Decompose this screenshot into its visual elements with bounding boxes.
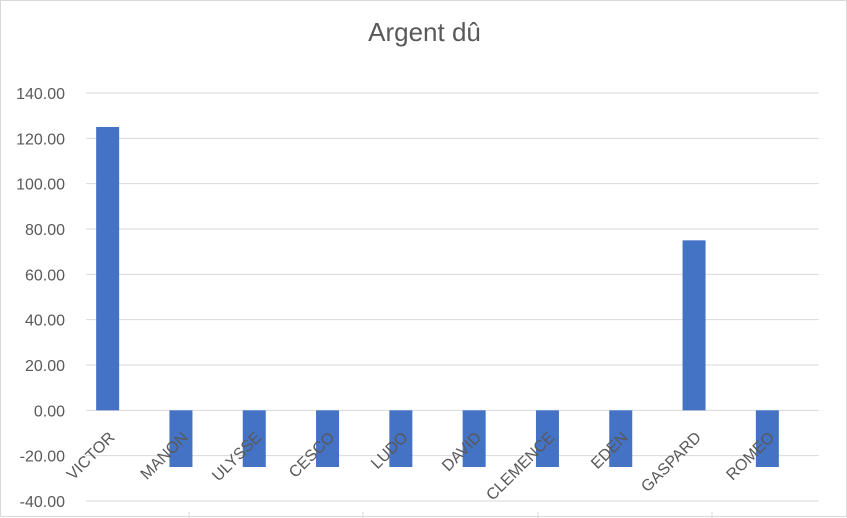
bar-gaspard bbox=[682, 240, 706, 411]
bar-victor bbox=[96, 127, 120, 411]
category-label-victor: VICTOR bbox=[64, 429, 119, 484]
y-tick-label: -20.00 bbox=[20, 449, 65, 466]
bar-manon bbox=[169, 410, 193, 467]
y-tick-label: 120.00 bbox=[16, 131, 65, 148]
y-tick-label: 20.00 bbox=[25, 358, 65, 375]
chart-title: Argent dû bbox=[368, 17, 481, 47]
y-tick-label: 80.00 bbox=[25, 222, 65, 239]
y-tick-label: 40.00 bbox=[25, 313, 65, 330]
y-tick-label: 0.00 bbox=[34, 403, 65, 420]
y-tick-label: 100.00 bbox=[16, 177, 65, 194]
bar-clemence bbox=[535, 410, 559, 467]
bar-eden bbox=[609, 410, 633, 467]
bar-david bbox=[462, 410, 486, 467]
y-tick-label: 60.00 bbox=[25, 267, 65, 284]
bar-ulysse bbox=[242, 410, 266, 467]
bar-ludo bbox=[389, 410, 413, 467]
bar-cesco bbox=[316, 410, 340, 467]
category-label-gaspard: GASPARD bbox=[638, 429, 705, 496]
y-tick-label: 140.00 bbox=[16, 86, 65, 103]
bar-romeo bbox=[755, 410, 779, 467]
y-tick-label: -40.00 bbox=[20, 494, 65, 511]
